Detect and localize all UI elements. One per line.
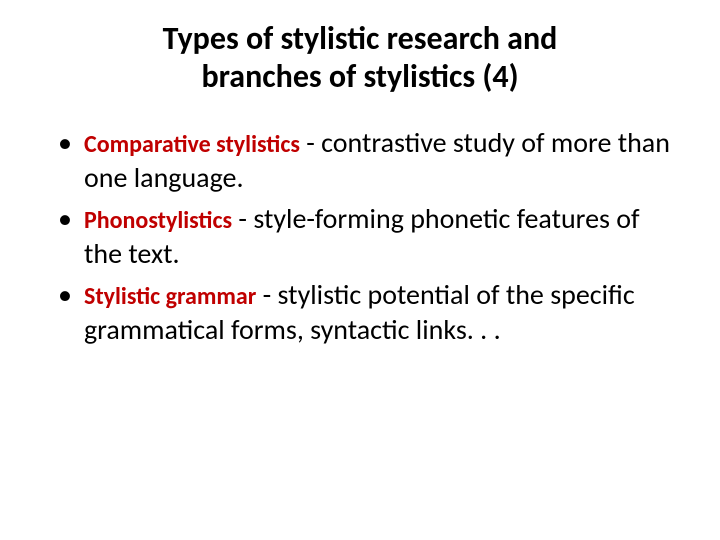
list-item: Comparative stylistics - contrastive stu… — [58, 125, 670, 195]
term-label: Comparative stylistics — [84, 130, 300, 159]
slide-title: Types of stylistic research and branches… — [50, 20, 670, 97]
bullet-list: Comparative stylistics - contrastive stu… — [50, 125, 670, 347]
list-item: Phonostylistics - style-forming phonetic… — [58, 201, 670, 271]
title-line-2: branches of stylistics (4) — [201, 57, 518, 96]
term-label: Stylistic grammar — [84, 282, 256, 311]
term-label: Phonostylistics — [84, 206, 232, 235]
separator: - — [300, 125, 321, 160]
list-item: Stylistic grammar - stylistic potential … — [58, 277, 670, 347]
title-line-1: Types of stylistic research and — [163, 19, 558, 58]
separator: - — [232, 201, 253, 236]
separator: - — [256, 277, 277, 312]
